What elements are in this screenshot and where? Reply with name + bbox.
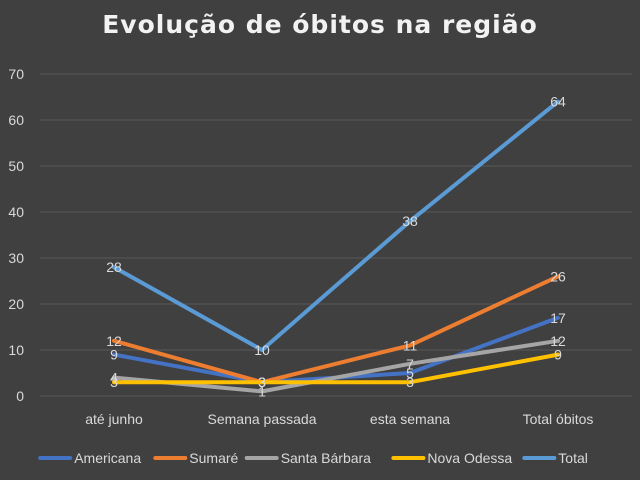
x-tick-label: Semana passada (208, 411, 317, 427)
data-label: 12 (550, 333, 566, 349)
data-label: 1 (258, 383, 266, 399)
data-label: 3 (110, 374, 118, 390)
data-label: 9 (554, 347, 562, 363)
y-tick-label: 40 (8, 204, 24, 220)
legend-label: Nova Odessa (427, 450, 512, 466)
data-label: 26 (550, 268, 566, 284)
chart-title: Evolução de óbitos na região (102, 10, 538, 39)
data-label: 28 (106, 259, 122, 275)
series-line (112, 352, 560, 385)
data-label: 3 (406, 374, 414, 390)
series-line (112, 274, 560, 385)
data-label: 11 (403, 337, 418, 353)
y-tick-label: 50 (8, 158, 24, 174)
x-tick-label: até junho (85, 411, 143, 427)
data-label: 12 (106, 333, 122, 349)
data-label: 10 (254, 342, 270, 358)
legend-label: Sumaré (189, 450, 238, 466)
x-tick-label: esta semana (370, 411, 450, 427)
y-tick-label: 70 (8, 66, 24, 82)
data-label: 9 (110, 347, 118, 363)
series-line (112, 99, 560, 352)
data-label: 17 (550, 310, 566, 326)
legend-label: Americana (74, 450, 141, 466)
data-label: 38 (402, 213, 418, 229)
data-label: 3 (258, 374, 266, 390)
y-tick-label: 30 (8, 250, 24, 266)
legend-label: Santa Bárbara (281, 450, 371, 466)
data-label: 7 (406, 356, 414, 372)
data-label: 3 (258, 374, 266, 390)
data-label: 3 (258, 374, 266, 390)
series-line (112, 338, 560, 394)
y-tick-label: 10 (8, 342, 24, 358)
y-tick-label: 0 (16, 388, 24, 404)
data-label: 4 (110, 370, 118, 386)
data-label: 64 (550, 94, 566, 110)
data-label: 5 (406, 365, 414, 381)
x-tick-label: Total óbitos (523, 411, 594, 427)
y-tick-label: 20 (8, 296, 24, 312)
y-tick-label: 60 (8, 112, 24, 128)
legend-label: Total (558, 450, 588, 466)
